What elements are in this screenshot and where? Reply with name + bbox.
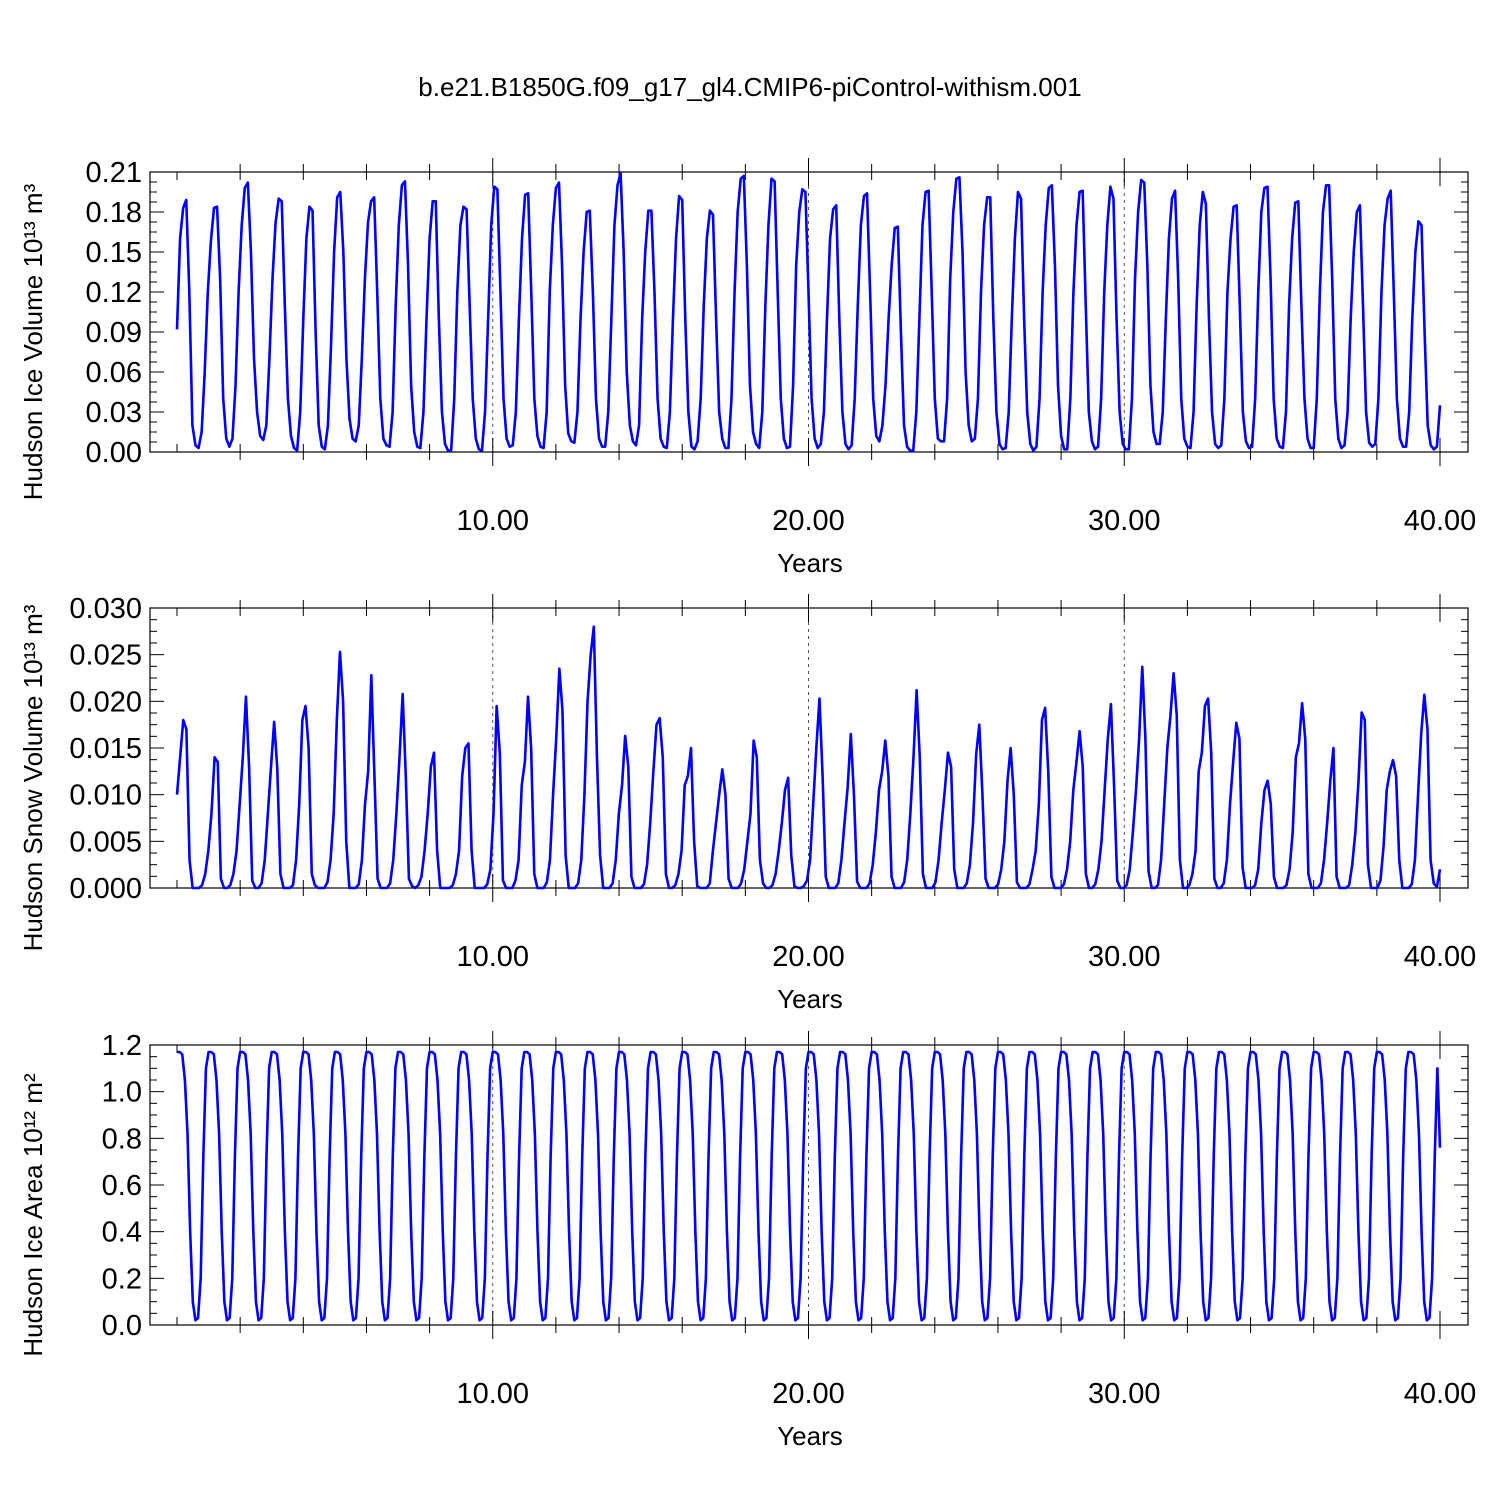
y-tick-label: 0.015 (69, 733, 142, 765)
y-tick-label: 0.8 (102, 1123, 142, 1155)
x-tick-label: 30.00 (1088, 941, 1161, 973)
y-tick-label: 0.00 (86, 437, 142, 469)
y-tick-label: 1.0 (102, 1077, 142, 1109)
y-tick-label: 0.12 (86, 277, 142, 309)
y-tick-label: 0.6 (102, 1170, 142, 1202)
y-tick-label: 0.15 (86, 237, 142, 269)
series-line (175, 172, 1442, 452)
y-axis-title: Hudson Ice Area 10¹² m² (18, 1073, 48, 1357)
x-tick-label: 30.00 (1088, 1378, 1161, 1410)
x-tick-label: 10.00 (456, 505, 529, 537)
x-tick-label: 10.00 (456, 941, 529, 973)
y-tick-label: 0.025 (69, 640, 142, 672)
y-tick-label: 1.2 (102, 1030, 142, 1062)
x-tick-label: 10.00 (456, 1378, 529, 1410)
x-axis-title: Years (777, 984, 843, 1014)
chart-panel-snow-volume: 10.00 20.00 30.00 40.00 0.000 0.005 0.010 0.015… (18, 593, 1476, 1014)
y-axis-title: Hudson Snow Volume 10¹³ m³ (18, 604, 48, 951)
y-tick-label: 0.03 (86, 397, 142, 429)
y-tick-label: 0.000 (69, 873, 142, 905)
chart-panel-ice-area: 10.00 20.00 30.00 40.00 0.0 0.2 0.4 0.6 0.8 1.0 1.… (18, 1030, 1476, 1451)
x-tick-label: 20.00 (772, 1378, 845, 1410)
y-tick-label: 0.18 (86, 197, 142, 229)
x-tick-label: 20.00 (772, 941, 845, 973)
y-tick-label: 0.2 (102, 1263, 142, 1295)
y-tick-label: 0.010 (69, 780, 142, 812)
y-tick-label: 0.005 (69, 826, 142, 858)
x-axis-title: Years (777, 1421, 843, 1451)
y-tick-label: 0.09 (86, 317, 142, 349)
y-tick-label: 0.06 (86, 357, 142, 389)
chart-panel-ice-volume: 10.00 20.00 30.00 40.00 0.00 0.03 0.06 0.09 0.12… (18, 157, 1476, 578)
y-tick-label: 0.21 (86, 157, 142, 189)
y-tick-label: 0.4 (102, 1217, 142, 1249)
y-axis-title: Hudson Ice Volume 10¹³ m³ (18, 183, 48, 500)
x-tick-label: 40.00 (1404, 941, 1477, 973)
series-line (177, 1050, 1442, 1322)
page-title: b.e21.B1850G.f09_g17_gl4.CMIP6-piControl… (418, 72, 1082, 102)
x-tick-label: 40.00 (1404, 1378, 1477, 1410)
x-axis-title: Years (777, 548, 843, 578)
y-tick-label: 0.030 (69, 593, 142, 625)
x-tick-label: 20.00 (772, 505, 845, 537)
x-tick-label: 40.00 (1404, 505, 1477, 537)
y-tick-label: 0.020 (69, 686, 142, 718)
series-line (175, 625, 1442, 890)
x-tick-label: 30.00 (1088, 505, 1161, 537)
y-tick-label: 0.0 (102, 1310, 142, 1342)
